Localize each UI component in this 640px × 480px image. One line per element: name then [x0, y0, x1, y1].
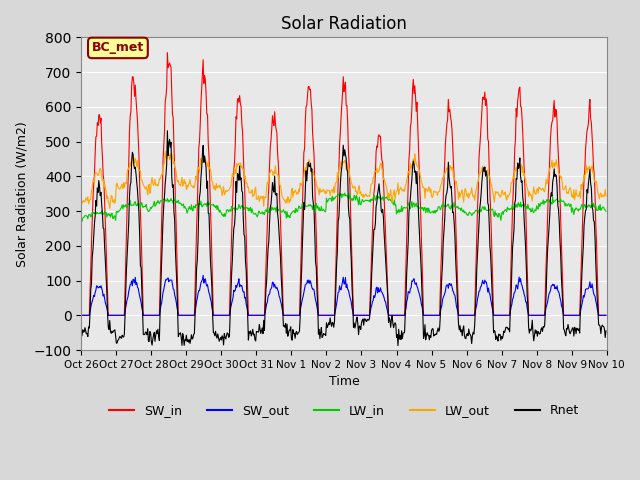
- SW_in: [164, 50, 172, 56]
- SW_in: [87, 263, 95, 268]
- Y-axis label: Solar Radiation (W/m2): Solar Radiation (W/m2): [15, 121, 28, 266]
- LW_in: [78, 219, 86, 225]
- LW_in: [195, 201, 203, 206]
- SW_in: [223, 312, 230, 318]
- LW_out: [602, 193, 610, 199]
- Line: LW_in: LW_in: [81, 193, 606, 222]
- SW_out: [194, 291, 202, 297]
- LW_in: [77, 216, 85, 222]
- SW_out: [423, 312, 431, 318]
- Legend: SW_in, SW_out, LW_in, LW_out, Rnet: SW_in, SW_out, LW_in, LW_out, Rnet: [104, 399, 584, 422]
- SW_out: [199, 273, 207, 278]
- LW_in: [88, 213, 95, 219]
- Rnet: [141, 332, 148, 337]
- SW_in: [423, 312, 431, 318]
- LW_out: [424, 189, 432, 194]
- LW_in: [141, 204, 149, 209]
- LW_out: [196, 169, 204, 175]
- Rnet: [77, 334, 85, 339]
- Line: SW_out: SW_out: [81, 276, 606, 315]
- LW_out: [106, 206, 113, 212]
- LW_out: [77, 195, 85, 201]
- Rnet: [223, 333, 230, 338]
- Line: SW_in: SW_in: [81, 53, 606, 315]
- SW_out: [141, 312, 148, 318]
- Rnet: [409, 163, 417, 169]
- SW_in: [602, 312, 610, 318]
- Rnet: [87, 287, 95, 292]
- LW_out: [409, 162, 417, 168]
- SW_out: [602, 312, 610, 318]
- X-axis label: Time: Time: [328, 375, 359, 388]
- Rnet: [195, 206, 203, 212]
- LW_in: [223, 207, 230, 213]
- LW_in: [602, 208, 610, 214]
- LW_in: [341, 190, 349, 196]
- SW_out: [77, 312, 85, 318]
- LW_out: [161, 149, 169, 155]
- SW_in: [77, 312, 85, 318]
- SW_out: [408, 278, 416, 284]
- SW_in: [195, 145, 203, 151]
- Line: Rnet: Rnet: [81, 131, 606, 346]
- Line: LW_out: LW_out: [81, 152, 606, 209]
- Rnet: [424, 332, 432, 338]
- SW_out: [223, 312, 230, 318]
- SW_in: [141, 312, 148, 318]
- Rnet: [394, 343, 402, 348]
- Rnet: [164, 128, 172, 133]
- SW_out: [87, 305, 95, 311]
- LW_out: [223, 188, 231, 194]
- LW_out: [141, 186, 149, 192]
- SW_in: [408, 107, 416, 112]
- LW_out: [87, 196, 95, 202]
- Text: BC_met: BC_met: [92, 41, 144, 54]
- Rnet: [602, 328, 610, 334]
- LW_in: [409, 204, 417, 210]
- Title: Solar Radiation: Solar Radiation: [281, 15, 407, 33]
- LW_in: [424, 210, 432, 216]
